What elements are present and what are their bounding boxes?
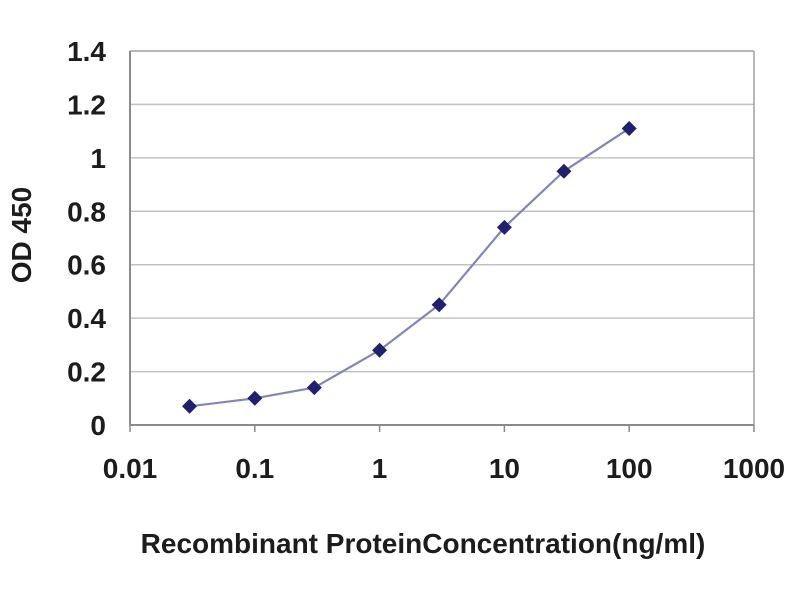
data-point-marker xyxy=(431,297,447,313)
x-tick-label: 1 xyxy=(372,453,388,484)
x-tick-label: 1000 xyxy=(723,453,785,484)
data-point-marker xyxy=(621,120,637,136)
x-axis-title: Recombinant ProteinConcentration(ng/ml) xyxy=(140,528,706,559)
data-point-marker xyxy=(247,390,263,406)
y-tick-label: 1.4 xyxy=(67,36,106,67)
y-tick-label: 1.2 xyxy=(67,89,106,120)
data-point-marker xyxy=(182,398,198,414)
y-axis-title: OD 450 xyxy=(6,186,37,284)
data-point-marker xyxy=(372,342,388,358)
data-point-marker xyxy=(496,219,512,235)
x-tick-label: 10 xyxy=(489,453,520,484)
y-tick-label: 0 xyxy=(90,410,106,441)
y-tick-label: 0.2 xyxy=(67,357,106,388)
y-tick-label: 0.8 xyxy=(67,196,106,227)
x-tick-label: 0.01 xyxy=(103,453,158,484)
data-point-marker xyxy=(556,163,572,179)
x-tick-label: 100 xyxy=(606,453,653,484)
y-tick-label: 0.6 xyxy=(67,250,106,281)
data-point-marker xyxy=(306,380,322,396)
series-line xyxy=(189,127,630,408)
y-tick-label: 0.4 xyxy=(67,303,106,334)
x-tick-label: 0.1 xyxy=(235,453,274,484)
y-tick-label: 1 xyxy=(90,143,106,174)
